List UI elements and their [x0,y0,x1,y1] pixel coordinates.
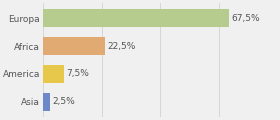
Bar [43,37,105,55]
Text: 22,5%: 22,5% [107,42,136,51]
Text: 2,5%: 2,5% [52,97,75,106]
Bar [43,93,50,111]
Bar [43,9,229,27]
Text: 7,5%: 7,5% [66,69,89,78]
Text: 67,5%: 67,5% [231,14,260,23]
Bar [43,65,64,83]
